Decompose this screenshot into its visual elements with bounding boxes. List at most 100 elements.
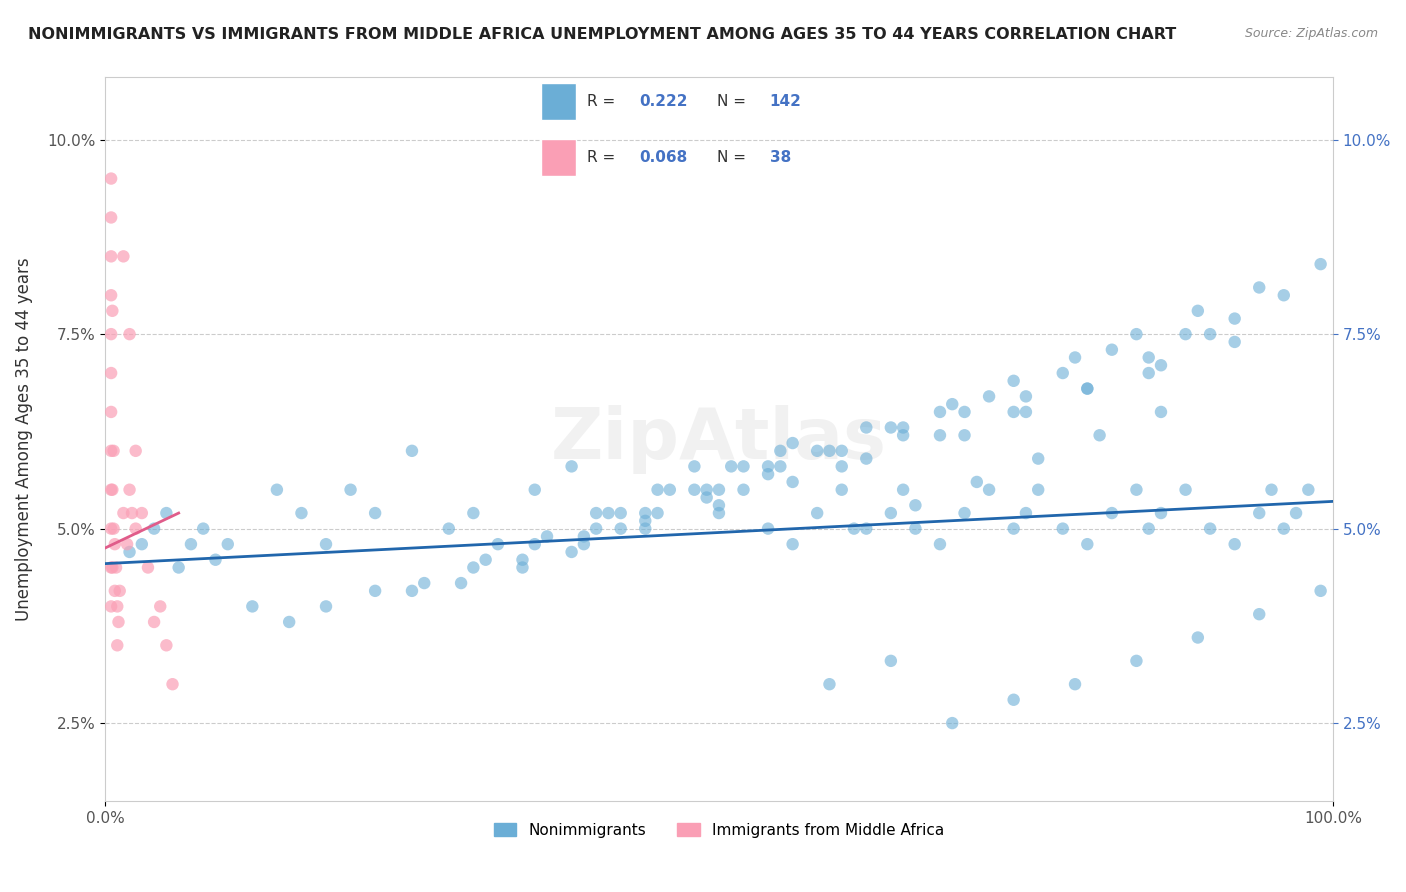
Point (696, 483, 718, 497)
Point (891, 428, 914, 442)
Point (523, 483, 546, 497)
Point (585, 506, 607, 520)
Point (647, 483, 669, 497)
Point (315, 537, 337, 551)
Point (756, 459, 779, 474)
Point (733, 459, 755, 474)
Point (1125, 327, 1147, 342)
Point (966, 475, 988, 489)
Point (101, 483, 124, 497)
Point (977, 483, 1000, 497)
Point (100, 443, 122, 458)
Point (1223, 537, 1246, 551)
Point (104, 537, 127, 551)
Point (112, 506, 135, 520)
Point (1015, 506, 1038, 520)
Point (1174, 483, 1197, 497)
Point (1052, 366, 1074, 380)
Point (290, 506, 312, 520)
Point (1064, 677, 1087, 691)
Point (512, 560, 534, 574)
Point (100, 249, 122, 263)
Point (1150, 358, 1173, 372)
Point (880, 654, 903, 668)
Point (105, 560, 128, 574)
Point (108, 583, 131, 598)
Point (1309, 583, 1331, 598)
Text: N =: N = (717, 94, 751, 109)
Point (193, 522, 215, 536)
Point (100, 560, 122, 574)
Point (167, 560, 190, 574)
Point (941, 716, 963, 731)
Point (1223, 334, 1246, 349)
Point (149, 599, 172, 614)
Point (842, 522, 865, 536)
Point (1076, 537, 1098, 551)
Point (162, 677, 184, 691)
Point (131, 537, 153, 551)
Point (105, 638, 128, 652)
Point (880, 420, 903, 434)
Text: N =: N = (717, 150, 751, 165)
Point (1052, 522, 1074, 536)
Point (364, 506, 387, 520)
Point (683, 483, 706, 497)
Point (609, 506, 631, 520)
Point (561, 459, 583, 474)
Point (1260, 483, 1282, 497)
Text: NONIMMIGRANTS VS IMMIGRANTS FROM MIDDLE AFRICA UNEMPLOYMENT AMONG AGES 35 TO 44 : NONIMMIGRANTS VS IMMIGRANTS FROM MIDDLE … (28, 27, 1177, 42)
Point (1125, 483, 1147, 497)
FancyBboxPatch shape (541, 138, 576, 176)
Point (904, 522, 927, 536)
Text: 0.222: 0.222 (640, 94, 688, 109)
Point (1249, 506, 1271, 520)
Point (401, 443, 423, 458)
Point (720, 459, 742, 474)
Point (598, 506, 620, 520)
Point (1125, 654, 1147, 668)
Point (115, 537, 138, 551)
Point (112, 249, 135, 263)
Text: 38: 38 (770, 150, 792, 165)
Point (512, 553, 534, 567)
Point (155, 638, 177, 652)
Point (486, 537, 509, 551)
Point (572, 529, 595, 543)
Point (118, 483, 141, 497)
Point (100, 327, 122, 342)
Point (101, 303, 124, 318)
Point (1150, 506, 1173, 520)
Point (104, 583, 127, 598)
Point (929, 537, 952, 551)
Point (561, 545, 583, 559)
Point (634, 522, 657, 536)
Point (278, 615, 301, 629)
Text: R =: R = (588, 94, 620, 109)
Point (131, 506, 153, 520)
Point (100, 522, 122, 536)
Point (818, 443, 841, 458)
Point (523, 537, 546, 551)
Text: Source: ZipAtlas.com: Source: ZipAtlas.com (1244, 27, 1378, 40)
Point (953, 428, 976, 442)
Text: 142: 142 (770, 94, 801, 109)
Text: R =: R = (588, 150, 620, 165)
Point (855, 451, 877, 466)
Point (1101, 343, 1123, 357)
Point (891, 420, 914, 434)
Point (1002, 374, 1025, 388)
Point (929, 405, 952, 419)
Point (463, 560, 485, 574)
Point (831, 483, 853, 497)
Point (143, 615, 166, 629)
Point (1088, 428, 1111, 442)
Point (953, 506, 976, 520)
Point (756, 467, 779, 482)
Point (125, 522, 148, 536)
Point (782, 537, 804, 551)
Point (266, 483, 288, 497)
Point (100, 405, 122, 419)
Point (450, 576, 472, 591)
Point (100, 366, 122, 380)
